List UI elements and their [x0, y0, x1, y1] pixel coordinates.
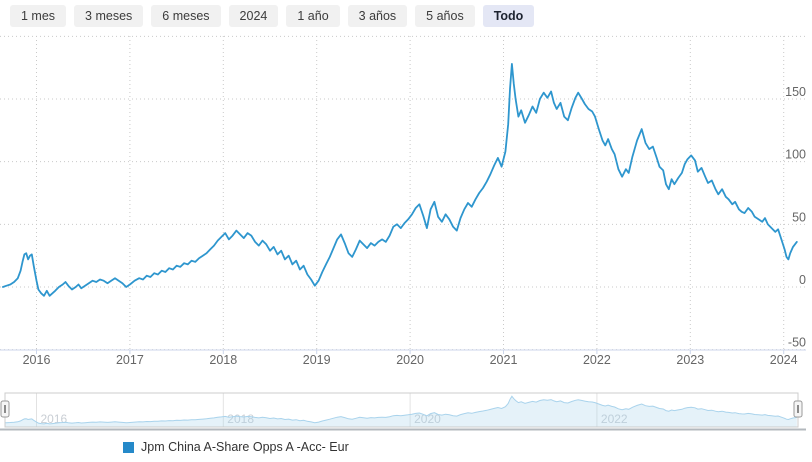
- x-axis-label: 2017: [116, 353, 144, 367]
- navigator-scrollbar[interactable]: [0, 428, 806, 431]
- x-axis-label: 2023: [676, 353, 704, 367]
- navigator-handle-left[interactable]: [0, 400, 10, 418]
- series-legend-label: Jpm China A-Share Opps A -Acc- Eur: [141, 440, 349, 454]
- y-axis-label: 50: [792, 210, 806, 224]
- range-button-2024[interactable]: 2024: [228, 5, 279, 27]
- x-axis-label: 2019: [303, 353, 331, 367]
- range-selector: 1 mes 3 meses 6 meses 2024 1 año 3 años …: [10, 5, 535, 27]
- range-button-3-meses[interactable]: 3 meses: [74, 5, 144, 27]
- x-axis-label: 2024: [770, 353, 798, 367]
- range-button-6-meses[interactable]: 6 meses: [151, 5, 221, 27]
- x-axis-label: 2018: [209, 353, 237, 367]
- range-button-todo[interactable]: Todo: [482, 5, 535, 27]
- range-button-1-ano[interactable]: 1 año: [286, 5, 340, 27]
- x-axis-label: 2022: [583, 353, 611, 367]
- navigator-year-label: 2022: [601, 412, 628, 426]
- x-axis-label: 2020: [396, 353, 424, 367]
- series-line[interactable]: [2, 63, 798, 297]
- navigator[interactable]: 2016201820202022: [0, 392, 806, 431]
- series-marker-icon: [123, 441, 134, 453]
- navigator-line: [5, 395, 797, 425]
- range-button-3-anos[interactable]: 3 años: [347, 5, 408, 27]
- x-axis-label: 2021: [490, 353, 518, 367]
- legend-item[interactable]: Jpm China A-Share Opps A -Acc- Eur: [123, 440, 349, 454]
- range-button-1-mes[interactable]: 1 mes: [10, 5, 67, 27]
- range-button-5-anos[interactable]: 5 años: [415, 5, 475, 27]
- y-axis-label: 150: [785, 85, 806, 99]
- x-axis-label: 2016: [23, 353, 51, 367]
- navigator-year-label: 2018: [227, 412, 254, 426]
- y-axis-label: 0: [799, 273, 806, 287]
- navigator-year-label: 2020: [414, 412, 441, 426]
- y-axis-label: 100: [785, 148, 806, 162]
- y-axis-label: -50: [788, 336, 806, 350]
- navigator-handle-right[interactable]: [793, 400, 803, 418]
